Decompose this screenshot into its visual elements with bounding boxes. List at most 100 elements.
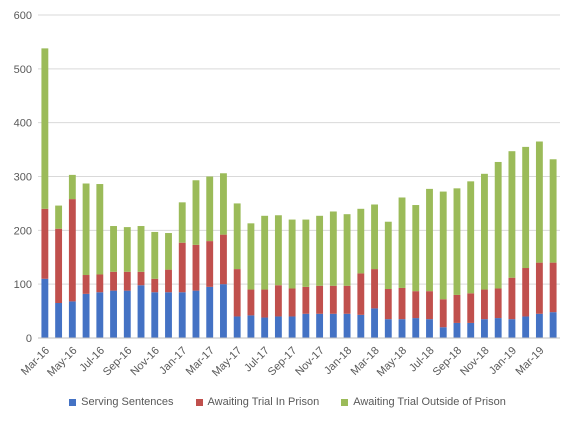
- legend-item-awaiting-trial-outside-of-prison: Awaiting Trial Outside of Prison: [341, 396, 506, 408]
- bar-segment: [467, 181, 475, 294]
- bar-segment: [206, 241, 214, 287]
- bar-segment: [439, 191, 447, 300]
- bar-segment: [384, 289, 392, 320]
- bar-segment: [316, 285, 324, 314]
- bar-segment: [384, 221, 392, 290]
- legend-label: Serving Sentences: [81, 396, 174, 408]
- legend-item-serving-sentences: Serving Sentences: [69, 396, 174, 408]
- bar-segment: [123, 271, 131, 291]
- bar-segment: [398, 197, 406, 288]
- bar-segment: [233, 269, 241, 317]
- bar-segment: [261, 215, 269, 290]
- bar-segment: [247, 315, 255, 338]
- bar-segment: [302, 286, 310, 314]
- bar-segment: [549, 159, 557, 263]
- bar-segment: [41, 208, 49, 279]
- x-tick-label: Mar-19: [513, 345, 546, 378]
- y-tick-label: 0: [26, 333, 32, 345]
- bar-segment: [329, 285, 337, 314]
- x-tick-label: May-17: [210, 345, 244, 379]
- bar-segment: [233, 316, 241, 338]
- bar-segment: [412, 205, 420, 292]
- bar-segment: [439, 327, 447, 338]
- bar-segment: [398, 287, 406, 320]
- bar-segment: [357, 208, 365, 274]
- bar-segment: [123, 227, 131, 272]
- y-tick-label: 400: [14, 118, 32, 130]
- bar-segment: [151, 231, 159, 279]
- bar-segment: [55, 205, 63, 229]
- y-tick-label: 200: [14, 225, 32, 237]
- legend-swatch: [195, 398, 203, 406]
- bar-segment: [192, 244, 200, 291]
- bar-segment: [247, 289, 255, 316]
- bar-segment: [123, 290, 131, 338]
- bar-segment: [329, 211, 337, 286]
- legend-label: Awaiting Trial In Prison: [207, 396, 320, 408]
- bar-segment: [439, 299, 447, 328]
- bar-segment: [82, 293, 90, 338]
- bar-segment: [137, 271, 145, 286]
- legend-swatch: [341, 398, 349, 406]
- x-tick-label: May-16: [45, 345, 79, 379]
- bar-segment: [535, 141, 543, 263]
- bar-segment: [178, 292, 186, 338]
- bar-segment: [151, 278, 159, 293]
- bar-segment: [68, 301, 76, 338]
- y-tick-label: 600: [14, 10, 32, 22]
- bar-segment: [274, 285, 282, 317]
- bar-segment: [302, 313, 310, 338]
- x-tick-label: May-18: [375, 345, 409, 379]
- bar-segment: [288, 288, 296, 317]
- x-tick-label: Jan-18: [322, 345, 354, 377]
- bar-segment: [233, 203, 241, 270]
- bar-segment: [316, 215, 324, 286]
- bar-segment: [522, 268, 530, 317]
- bar-segment: [494, 161, 502, 289]
- bar-segment: [357, 273, 365, 315]
- bar-segment: [371, 269, 378, 309]
- bar-segment: [206, 286, 214, 338]
- bar-segment: [261, 317, 269, 338]
- y-tick-label: 300: [14, 172, 32, 184]
- bar-segment: [453, 322, 461, 338]
- bar-segment: [288, 316, 296, 338]
- bar-segment: [343, 313, 351, 338]
- bar-segment: [82, 275, 90, 294]
- x-tick-label: Jan-19: [487, 345, 519, 377]
- x-tick-label: Sep-17: [266, 345, 300, 379]
- bar-segment: [522, 146, 530, 269]
- bar-segment: [165, 292, 172, 338]
- bar-segment: [426, 291, 433, 320]
- bar-segment: [192, 290, 200, 338]
- bar-segment: [343, 285, 351, 314]
- bar-segment: [535, 262, 543, 314]
- bar-segment: [508, 151, 516, 278]
- bar-segment: [68, 174, 76, 200]
- x-tick-label: Nov-17: [293, 345, 327, 379]
- bar-segment: [481, 289, 488, 320]
- bar-segment: [165, 233, 172, 270]
- bar-segment: [426, 319, 433, 338]
- x-tick-label: Jan-17: [157, 345, 189, 377]
- bar-segment: [206, 176, 214, 242]
- bar-segment: [110, 226, 117, 272]
- bar-segment: [494, 288, 502, 319]
- y-axis-tick-labels: 0 100 200 300 400 500 600: [14, 10, 32, 345]
- bar-segment: [384, 319, 392, 338]
- bar-segment: [481, 319, 488, 338]
- bar-segment: [68, 199, 76, 302]
- bar-segment: [137, 226, 145, 272]
- bar-segment: [41, 48, 49, 209]
- x-axis-tick-labels: Mar-16May-16Jul-16Sep-16Nov-16Jan-17Mar-…: [19, 345, 547, 379]
- bar-segment: [398, 319, 406, 338]
- bar-segment: [371, 308, 378, 338]
- bar-segment: [261, 289, 269, 318]
- bar-segment: [288, 219, 296, 289]
- legend-swatch: [69, 398, 77, 406]
- bar-segment: [165, 269, 172, 293]
- bar-segment: [220, 284, 227, 338]
- bar-segment: [274, 215, 282, 286]
- bar-segment: [178, 242, 186, 293]
